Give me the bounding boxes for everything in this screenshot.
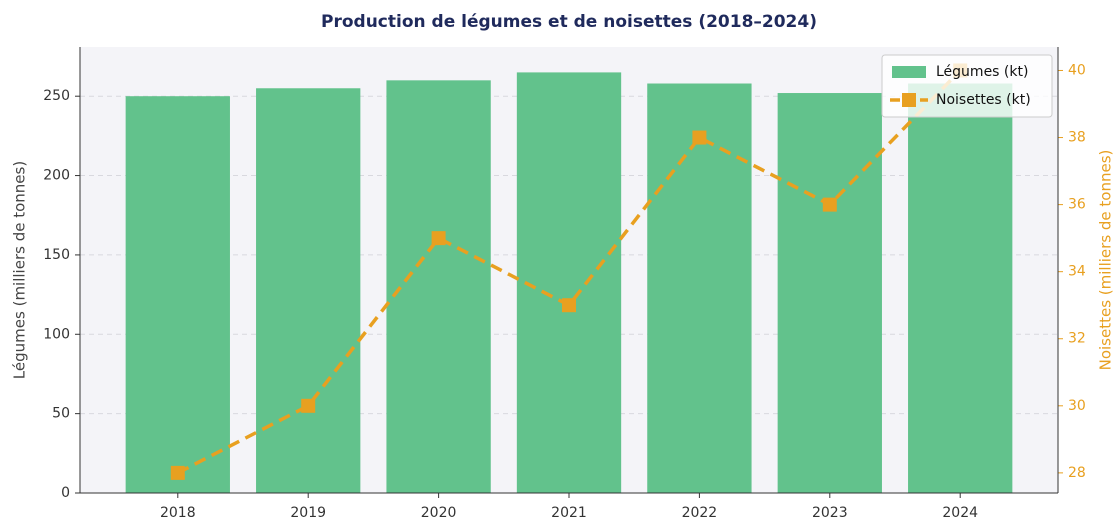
x-tick-label: 2021 — [551, 505, 587, 521]
y2-tick-label: 40 — [1068, 62, 1086, 78]
y-tick-label: 250 — [43, 88, 70, 104]
legend-label: Légumes (kt) — [936, 64, 1028, 80]
y2-tick-label: 32 — [1068, 331, 1086, 347]
bar — [516, 72, 622, 493]
line-marker — [431, 231, 446, 246]
y2-tick-label: 28 — [1068, 465, 1086, 481]
line-marker — [822, 197, 837, 212]
y2-tick-label: 34 — [1068, 264, 1086, 280]
line-marker — [170, 465, 185, 480]
y-tick-label: 0 — [61, 485, 70, 501]
y-tick-label: 50 — [52, 406, 70, 422]
line-marker — [692, 130, 707, 145]
line-marker — [301, 398, 316, 413]
y2-tick-label: 30 — [1068, 398, 1086, 414]
x-tick-label: 2020 — [421, 505, 457, 521]
y-tick-label: 200 — [43, 168, 70, 184]
chart-title: Production de légumes et de noisettes (2… — [321, 12, 817, 32]
y2-tick-label: 38 — [1068, 130, 1086, 146]
y-axis-label: Légumes (milliers de tonnes) — [11, 161, 29, 379]
legend-swatch — [892, 66, 926, 78]
bar — [777, 93, 882, 493]
y-tick-label: 150 — [43, 247, 70, 263]
bar — [647, 83, 752, 493]
x-tick-label: 2019 — [290, 505, 326, 521]
legend-marker — [902, 93, 916, 107]
y2-axis-label: Noisettes (milliers de tonnes) — [1097, 150, 1115, 371]
bar — [908, 83, 1013, 493]
legend-label: Noisettes (kt) — [936, 92, 1031, 108]
x-tick-label: 2023 — [812, 505, 848, 521]
bar — [256, 88, 361, 493]
line-marker — [562, 298, 576, 313]
x-tick-label: 2024 — [942, 505, 978, 521]
bar — [125, 96, 230, 493]
y-tick-label: 100 — [43, 326, 70, 342]
bar — [386, 80, 491, 493]
y2-tick-label: 36 — [1068, 197, 1086, 213]
x-tick-label: 2022 — [682, 505, 718, 521]
x-tick-label: 2018 — [160, 505, 196, 521]
